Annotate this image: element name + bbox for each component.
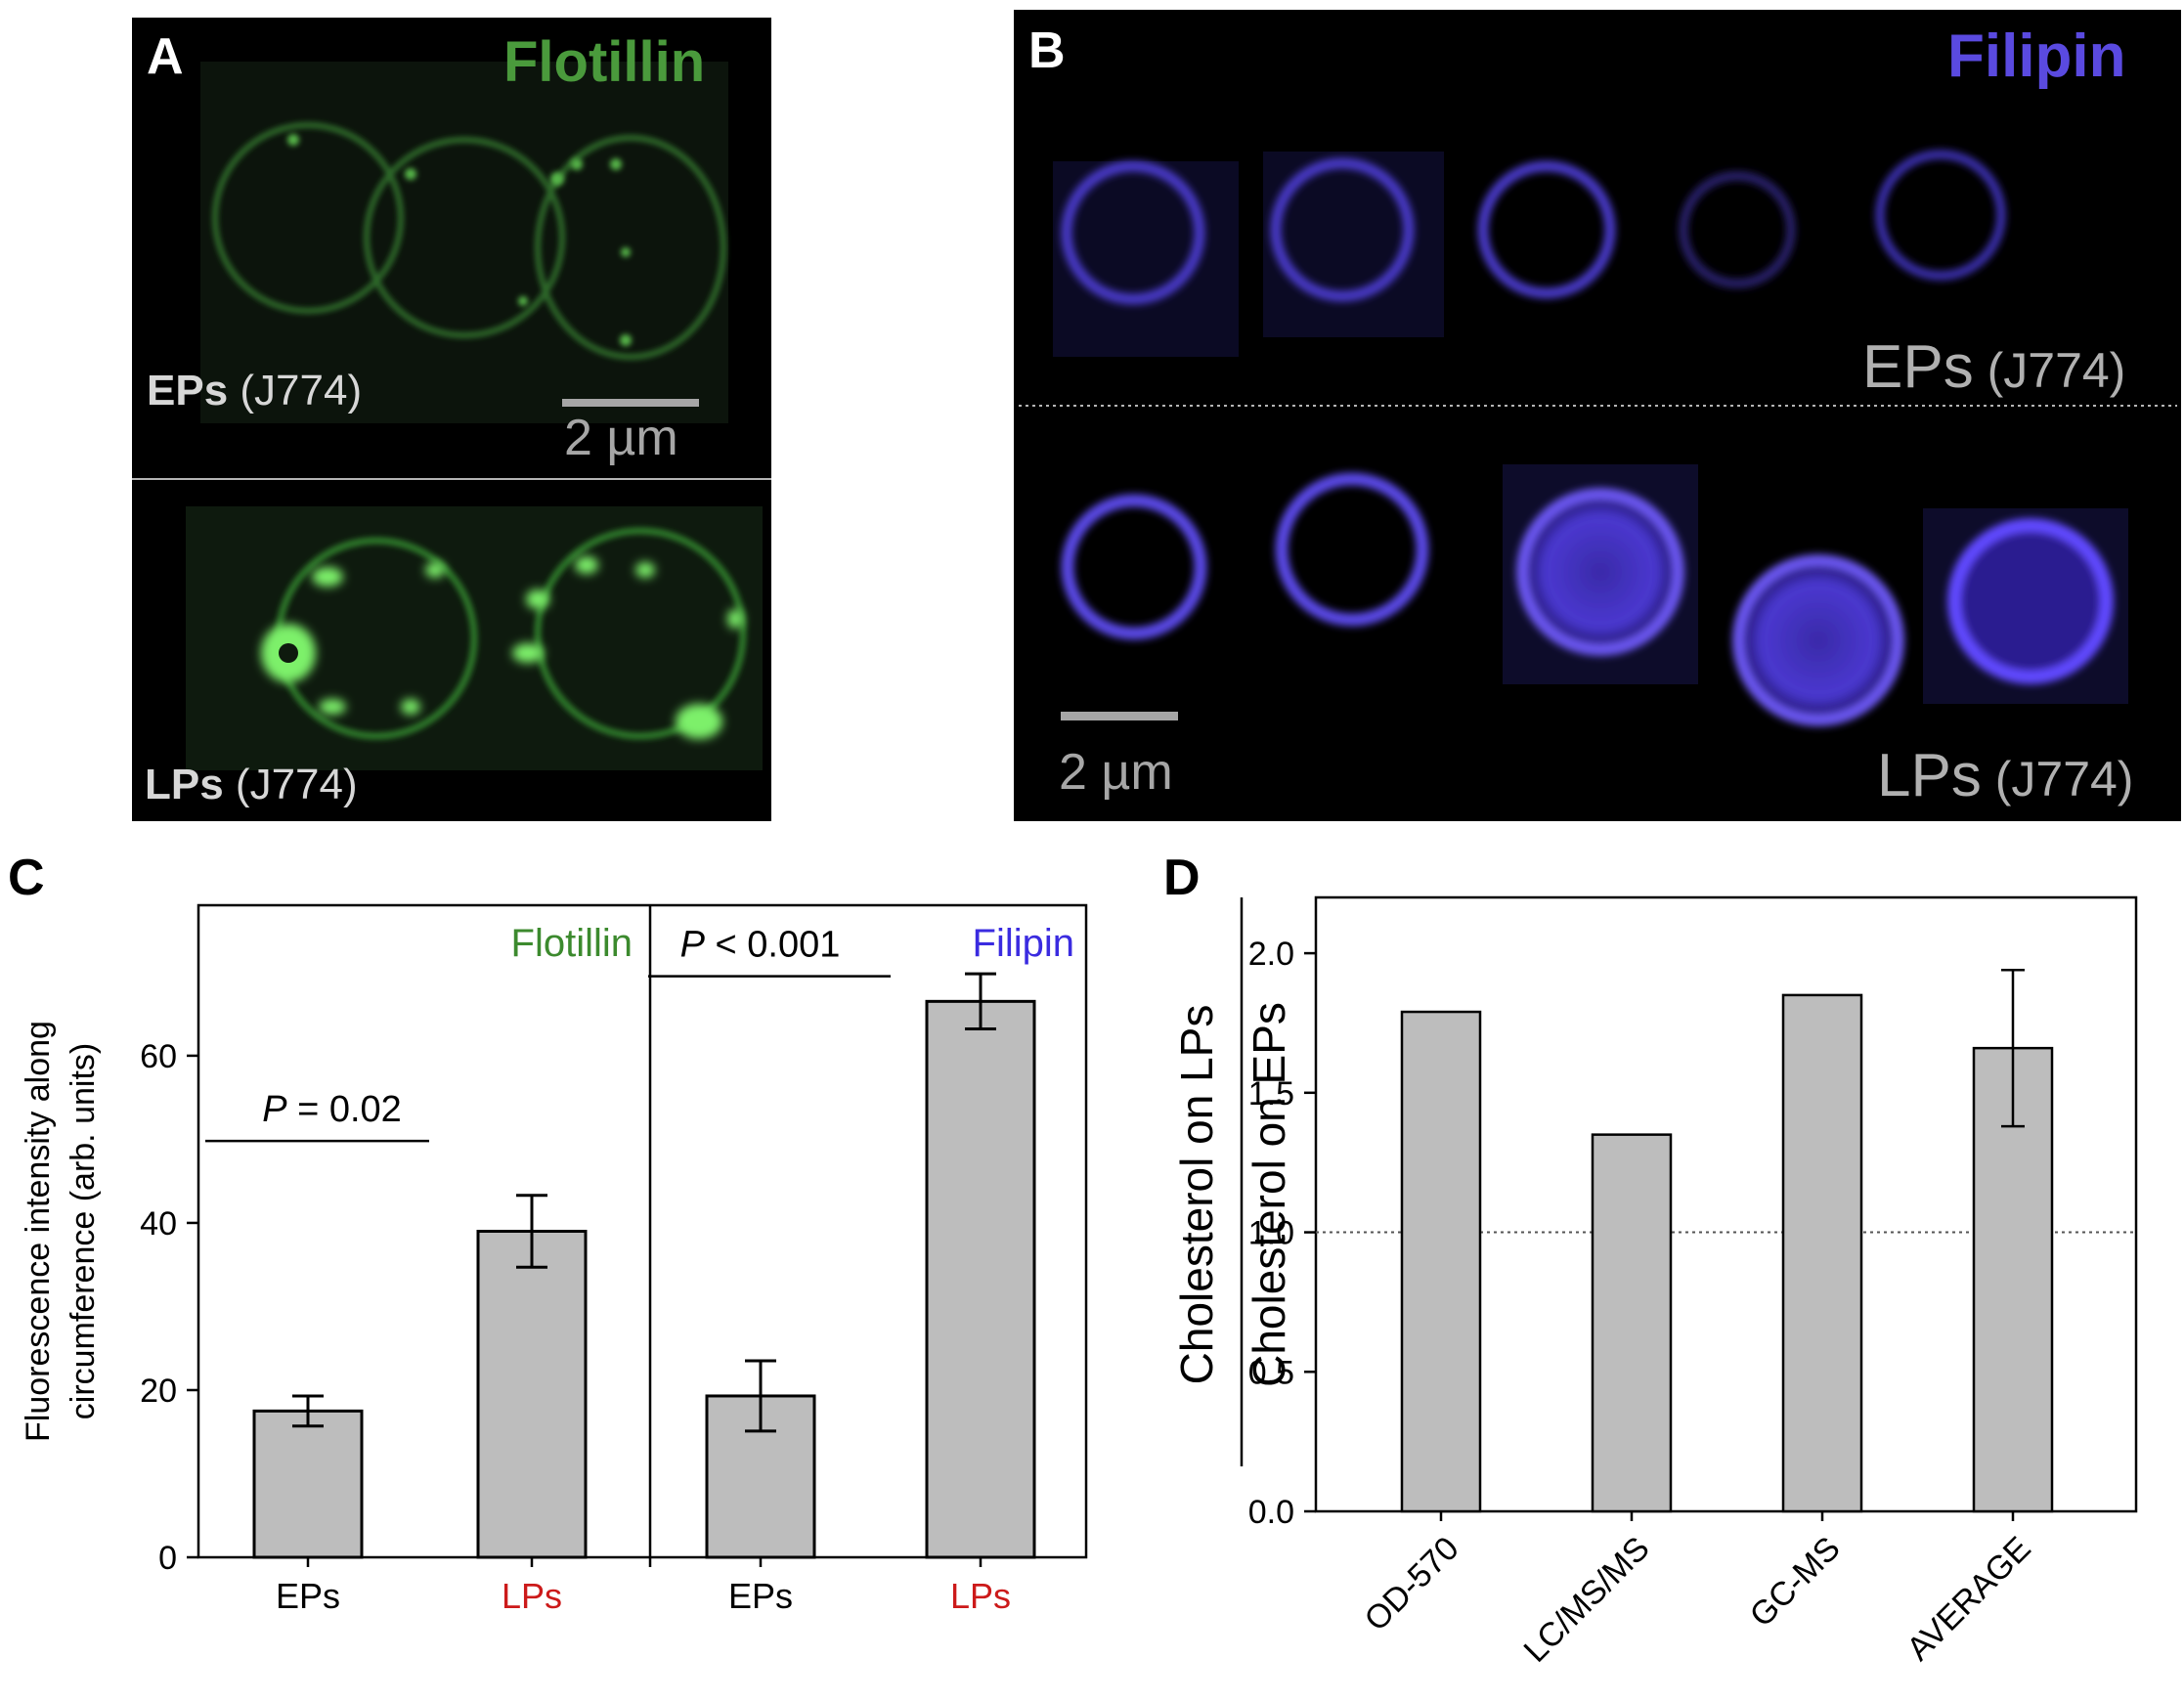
panel-a-ep-cell: (J774) [228, 367, 363, 414]
bar [1591, 1133, 1673, 1513]
significance-label: P < 0.001 [680, 925, 841, 966]
panel-b-lp-text: LPs [1877, 742, 1982, 809]
panel-b-lp-label: LPs (J774) [1877, 741, 2133, 810]
y-tick-label: 1.0 [1248, 1215, 1294, 1252]
bar [1400, 1010, 1482, 1513]
panel-a-letter: A [147, 28, 184, 85]
panel-b-ep-text: EPs [1862, 333, 1974, 401]
y-tick-label: 0.0 [1248, 1494, 1294, 1531]
significance-label: P = 0.02 [262, 1089, 402, 1130]
panel-a-lp-label: LPs (J774) [145, 761, 358, 809]
y-tick-label: 0 [158, 1540, 177, 1577]
group-label-filipin: Filipin [973, 922, 1074, 965]
bar [1781, 993, 1863, 1513]
p-symbol: P [680, 925, 706, 966]
p-value: < 0.001 [705, 925, 840, 966]
y-tick-label: 40 [140, 1205, 177, 1243]
y-tick-label: 60 [140, 1038, 177, 1075]
panel-a-stain-title: Flotillin [503, 30, 706, 94]
panel-a-image [132, 18, 771, 821]
y-tick-label: 20 [140, 1373, 177, 1410]
panel-b-lp-cell: (J774) [1981, 752, 2134, 807]
panel-a-lp-cell: (J774) [223, 761, 358, 808]
y-axis-label-line1: Fluorescence intensity along [20, 1021, 57, 1442]
panel-a-scale-bar [562, 399, 699, 407]
bar [476, 1230, 588, 1559]
p-value: = 0.02 [287, 1089, 402, 1130]
x-tick-label: LPs [950, 1576, 1011, 1616]
panel-a-lp-bold: LPs [145, 761, 224, 808]
y-tick-label: 2.0 [1248, 936, 1294, 973]
panel-d-chart: 0.0 0.5 1.0 1.5 2.0 Cholesterol on LPs Cholest… [1171, 895, 2138, 1670]
x-tick-label: GC-MS [1743, 1530, 1848, 1635]
y-axis-label-numerator: Cholesterol on LPs [1171, 1005, 1222, 1385]
x-tick-label: EPs [276, 1576, 340, 1616]
panel-b-stain-title: Filipin [1947, 22, 2126, 90]
panel-a-ep-label: EPs (J774) [147, 367, 362, 415]
plot-frame [197, 903, 1088, 1559]
panel-d-letter: D [1163, 850, 1201, 906]
x-tick-label: OD-570 [1358, 1530, 1466, 1638]
panel-c-letter: C [8, 850, 45, 906]
x-tick-label: EPs [728, 1576, 793, 1616]
panel-b-ep-label: EPs (J774) [1862, 332, 2125, 402]
panel-a-micrograph [132, 62, 771, 770]
panel-b-scale-label: 2 µm [1059, 744, 1173, 801]
panel-a-scale-label: 2 µm [564, 410, 678, 466]
y-tick-label: 1.5 [1248, 1075, 1294, 1112]
p-symbol: P [262, 1089, 287, 1130]
panel-b-image [1014, 10, 2181, 821]
x-tick-label: LC/MS/MS [1517, 1530, 1657, 1670]
y-axis-label-line2: circumference (arb. units) [65, 1043, 102, 1419]
plot-frame [1314, 895, 2138, 1513]
y-tick-label: 0.5 [1248, 1354, 1294, 1391]
panel-b-ep-cell: (J774) [1973, 343, 2126, 398]
x-tick-label: AVERAGE [1900, 1530, 2037, 1668]
panel-b-scale-bar [1061, 712, 1178, 720]
x-tick-label: LPs [502, 1576, 562, 1616]
y-axis-label-denominator: Cholesterol on EPs [1244, 1002, 1294, 1387]
panel-a-ep-bold: EPs [147, 367, 229, 414]
group-label-flotillin: Flotillin [511, 922, 633, 965]
panel-b-letter: B [1028, 22, 1066, 79]
panel-c-chart: 0 20 40 60 Fluorescence intensity along circu… [20, 903, 1088, 1616]
bar [252, 1409, 364, 1559]
panel-b-micrograph [1019, 150, 2177, 726]
bar [925, 999, 1036, 1559]
